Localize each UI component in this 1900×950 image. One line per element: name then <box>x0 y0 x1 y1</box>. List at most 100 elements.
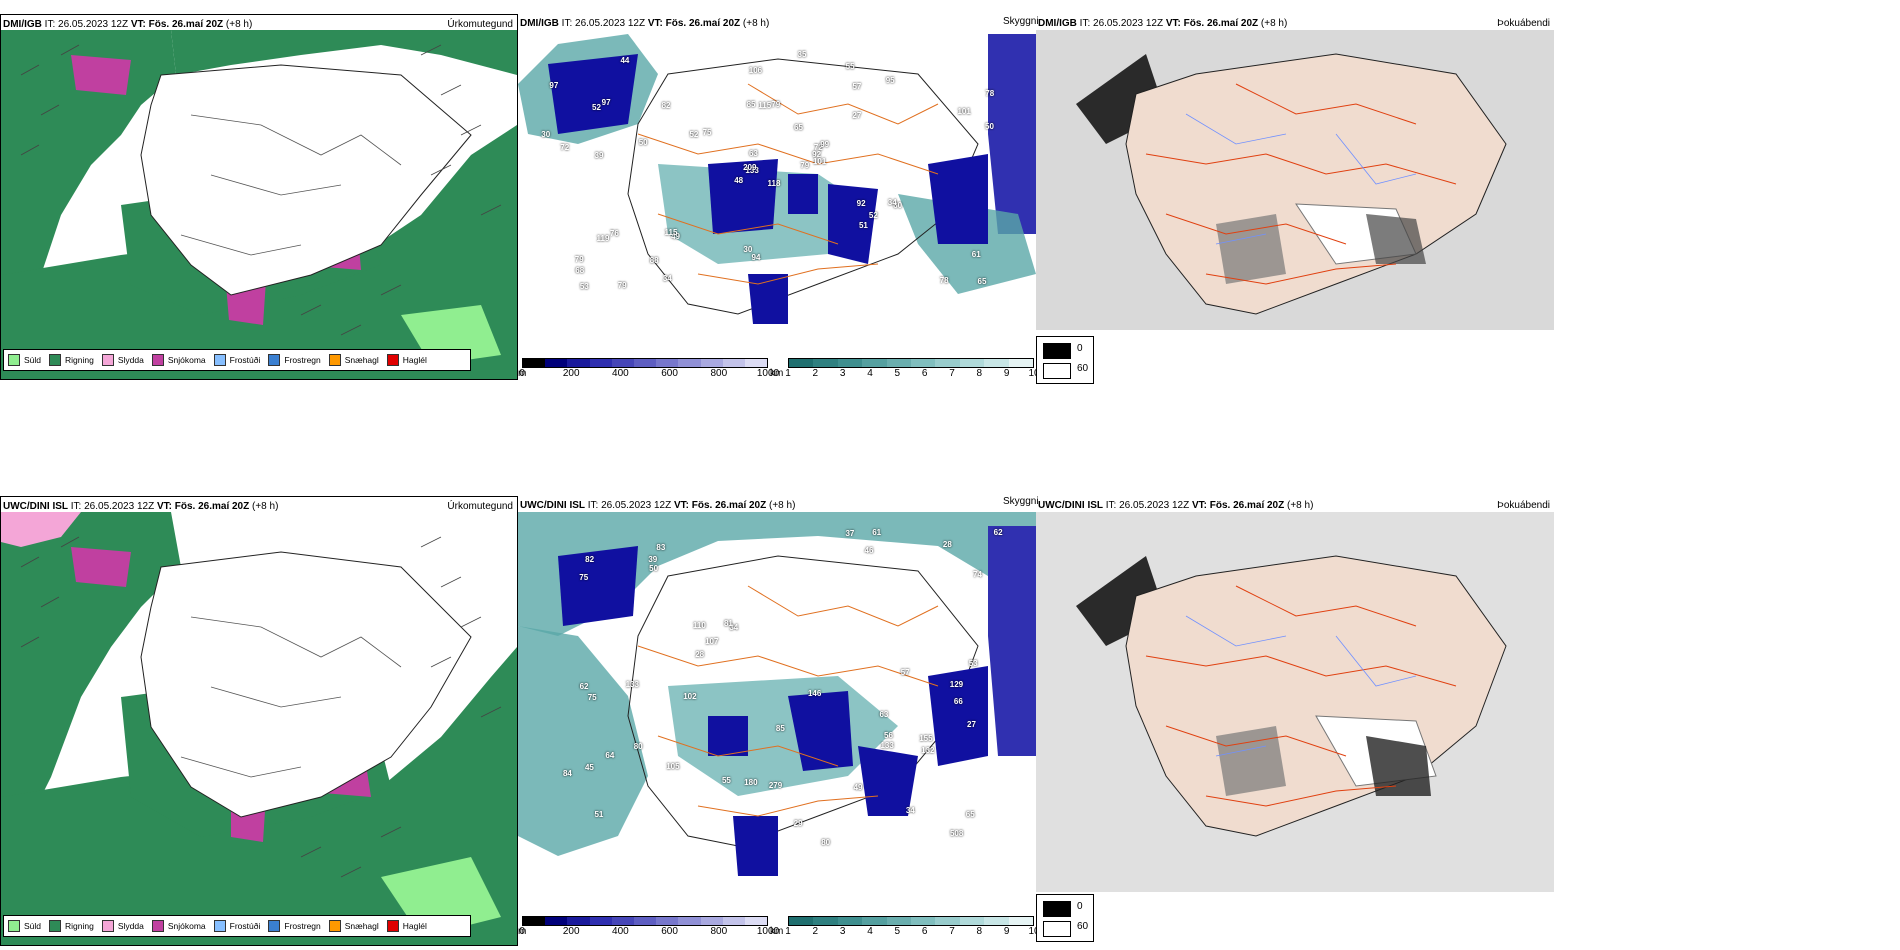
ceiling-unit: m <box>518 368 527 379</box>
map-value-label: 39 <box>594 150 604 160</box>
map-value-label: 44 <box>620 56 630 66</box>
map-value-label: 49 <box>853 783 863 793</box>
map-value-label: 55 <box>721 776 731 786</box>
map-value-label: 72 <box>813 142 823 152</box>
map-value-label: 80 <box>821 837 831 847</box>
map-value-label: 28 <box>695 649 705 659</box>
legend-swatch <box>49 920 62 932</box>
colorbar-segment <box>678 359 701 367</box>
fog-panel-1: DMI/IGB IT: 26.05.2023 12Z VT: Fös. 26.m… <box>1036 14 1554 384</box>
colorbar-segment <box>678 917 701 925</box>
colorbar-tick: 1000 <box>756 368 780 379</box>
colorbar-segment <box>589 917 612 925</box>
colorbar-segment <box>722 359 745 367</box>
panel-variable-name: Skyggni <box>1003 496 1039 507</box>
map-value-label: 65 <box>977 276 987 286</box>
legend-swatch <box>386 920 399 932</box>
colorbar-segment <box>523 917 546 925</box>
cloud-panel-1: DMI/IGB IT: 26.05.2023 12Z VT: Fös. 26.m… <box>518 14 1040 380</box>
colorbar-segment <box>935 359 960 367</box>
map-value-label: 34 <box>729 622 739 632</box>
colorbar-tick: 4 <box>867 368 873 379</box>
precip-type-panel-1: DMI/IGB IT: 26.05.2023 12Z VT: Fös. 26.m… <box>0 14 518 380</box>
map-value-label: 132 <box>921 745 935 755</box>
issue-time: 26.05.2023 12Z <box>1093 18 1164 29</box>
vt-label: VT: <box>156 501 172 512</box>
fog-legend-black <box>1043 343 1071 359</box>
it-label: IT: <box>561 18 573 29</box>
map-value-label: 79 <box>617 280 627 290</box>
map-value-label: 102 <box>683 692 697 702</box>
colorbar-segment <box>1008 917 1034 925</box>
map-value-label: 82 <box>661 100 671 110</box>
fog-legend-white <box>1043 921 1071 937</box>
colorbar-segment <box>886 917 912 925</box>
map-value-label: 79 <box>771 100 781 110</box>
map-value-label: 80 <box>633 741 643 751</box>
panel-variable-name: Þokuábendi <box>1497 18 1550 29</box>
fog-map-2 <box>1036 512 1554 892</box>
map-value-label: 115 <box>664 227 678 237</box>
precip-legend: Súld Rigning Slydda Snjókoma Frostúði Fr… <box>3 349 471 371</box>
map-value-label: 110 <box>692 621 706 630</box>
colorbar-tick: 3 <box>839 926 846 937</box>
panel-variable-name: Þokuábendi <box>1497 500 1550 511</box>
colorbar-segment <box>837 917 863 925</box>
legend-item: Frostúði <box>213 920 260 932</box>
legend-item: Slydda <box>101 920 144 932</box>
map-value-label: 30 <box>743 245 753 255</box>
colorbar-tick: 9 <box>1003 368 1010 379</box>
panel-variable-name: Úrkomutegund <box>447 19 513 30</box>
map-value-label: 83 <box>656 542 666 552</box>
colorbar-tick: 800 <box>710 368 728 379</box>
map-value-label: 52 <box>689 129 699 139</box>
map-value-label: 53 <box>579 281 589 291</box>
map-value-label: 84 <box>562 768 572 778</box>
colorbar-tick: 7 <box>949 368 955 379</box>
map-value-label: 146 <box>807 689 822 699</box>
colorbar-tick: 9 <box>1003 926 1010 937</box>
colorbar-segment <box>611 917 634 925</box>
vt-label: VT: <box>130 19 146 30</box>
legend-item: Snæhagl <box>328 354 379 366</box>
map-value-label: 37 <box>845 529 855 539</box>
visibility-colorbar-1: 1 2 3 4 5 6 7 8 9 10 <box>785 358 1040 379</box>
map-value-label: 28 <box>942 539 952 549</box>
colorbar-tick: 0 <box>519 926 525 937</box>
map-value-label: 50 <box>649 564 659 574</box>
map-value-label: 46 <box>864 545 874 555</box>
legend-swatch <box>328 354 341 366</box>
visibility-unit: km <box>770 926 784 937</box>
colorbar-segment <box>545 917 568 925</box>
map-value-label: 74 <box>973 570 982 580</box>
map-value-label: 94 <box>751 253 761 263</box>
colorbar-segment <box>959 359 985 367</box>
legend-item: Frostregn <box>268 354 321 366</box>
legend-item: Haglél <box>386 920 427 932</box>
legend-swatch <box>49 354 62 366</box>
issue-time: 26.05.2023 12Z <box>601 500 672 511</box>
map-value-label: 51 <box>594 809 604 819</box>
cloud-panel-2: UWC/DINI ISL IT: 26.05.2023 12Z VT: Fös.… <box>518 496 1040 946</box>
colorbar-tick: 8 <box>976 368 983 379</box>
map-value-label: 129 <box>949 679 964 689</box>
map-value-label: 29 <box>793 818 803 828</box>
colorbar-tick: 6 <box>921 368 928 379</box>
colorbar-tick: 7 <box>949 926 955 937</box>
visibility-colorbar-ticks: 1 2 3 4 5 6 7 8 9 10 <box>785 926 1039 938</box>
map-value-label: 105 <box>666 761 680 771</box>
map-value-label: 66 <box>953 696 963 706</box>
legend-item: Snjókoma <box>151 354 206 366</box>
legend-item: Snjókoma <box>151 920 206 932</box>
legend-swatch <box>101 354 114 366</box>
ceiling-colorbar-ticks: 0 200 400 600 800 1000 <box>519 926 779 938</box>
map-value-label: 133 <box>625 679 639 689</box>
map-value-label: 35 <box>797 49 807 59</box>
colorbar-segment <box>633 917 657 925</box>
map-value-label: 92 <box>856 199 866 209</box>
map-value-label: 65 <box>794 123 803 133</box>
legend-item: Slydda <box>101 354 144 366</box>
panel-model: UWC/DINI ISL <box>3 501 68 512</box>
map-value-label: 155 <box>919 734 933 744</box>
colorbar-segment <box>935 917 960 925</box>
